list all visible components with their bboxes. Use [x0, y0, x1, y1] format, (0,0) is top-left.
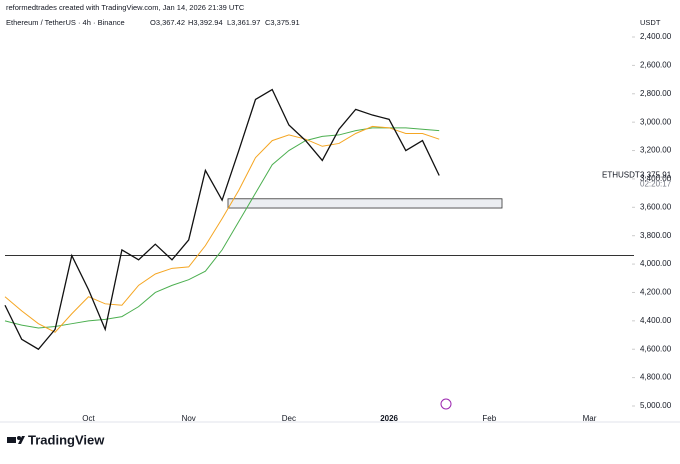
y-tick-label: 2,800.00: [640, 89, 672, 98]
zone: [227, 198, 503, 209]
brand: TradingView: [28, 432, 105, 447]
series-name: ETHUSDT: [602, 171, 640, 180]
y-tick-label: 4,600.00: [640, 344, 672, 353]
x-tick-label: Oct: [82, 414, 95, 423]
x-tick-label: Nov: [182, 414, 196, 423]
y-tick-label: 4,400.00: [640, 316, 672, 325]
y-tick-label: 3,600.00: [640, 202, 672, 211]
x-tick-label: Dec: [282, 414, 296, 423]
event-icon[interactable]: [440, 398, 452, 410]
price-line: [4, 88, 440, 351]
y-tick-label: 3,800.00: [640, 231, 672, 240]
unit: USDT: [640, 18, 661, 27]
countdown: 02:20:17: [640, 180, 672, 189]
credit: reformedtrades created with TradingView.…: [6, 3, 245, 12]
y-tick-label: 5,000.00: [640, 401, 672, 410]
symbol: Ethereum / TetherUS · 4h · Binance: [6, 18, 125, 27]
y-tick-label: 3,200.00: [640, 146, 672, 155]
y-tick-label: 4,000.00: [640, 259, 672, 268]
ohlc-high: H3,392.94: [188, 18, 223, 27]
y-tick-label: 4,800.00: [640, 373, 672, 382]
ohlc-low: L3,361.97: [227, 18, 260, 27]
x-tick-label: Mar: [583, 414, 597, 423]
logo-mark: [17, 436, 21, 440]
y-tick-label: 3,000.00: [640, 117, 672, 126]
logo-mark: [18, 436, 25, 444]
y-tick-label: 4,200.00: [640, 288, 672, 297]
y-tick-label: 3,400.00: [640, 174, 672, 183]
logo-mark: [7, 437, 16, 443]
moving-average: [4, 125, 440, 333]
logo: [7, 436, 25, 444]
last-price-label: 3,375.91: [640, 171, 672, 180]
ohlc-open: O3,367.42: [150, 18, 185, 27]
ohlc-close: C3,375.91: [265, 18, 300, 27]
y-tick-label: 2,400.00: [640, 32, 672, 41]
x-tick-label: Feb: [482, 414, 496, 423]
x-tick-label: 2026: [380, 414, 398, 423]
y-tick-label: 2,600.00: [640, 60, 672, 69]
